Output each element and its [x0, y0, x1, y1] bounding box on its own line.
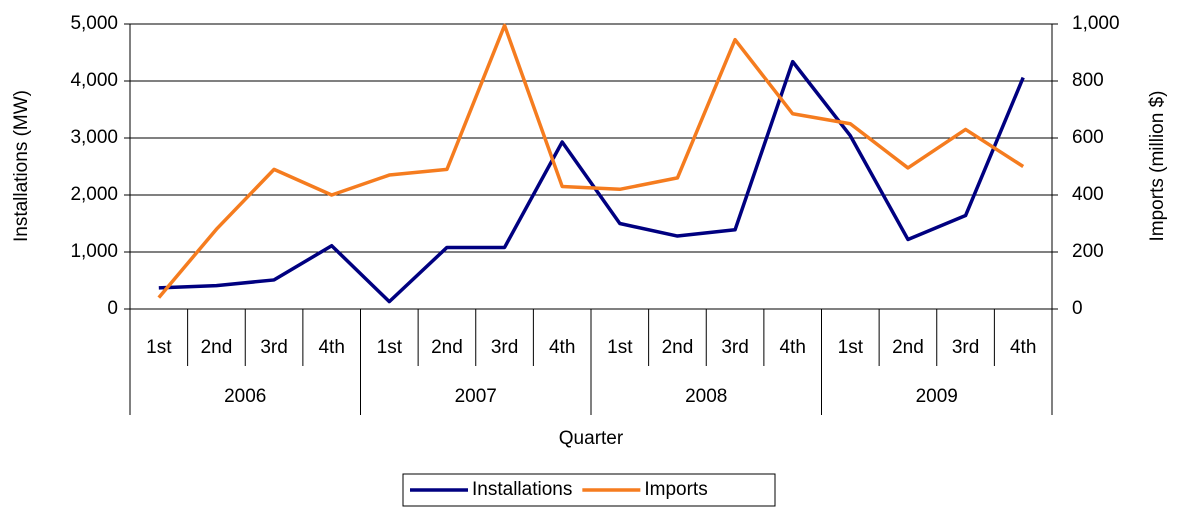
y-tick-label: 3,000 [70, 127, 118, 148]
x-tick-label: 2nd [892, 337, 924, 358]
x-group-label: 2006 [224, 386, 266, 407]
y2-tick-label: 800 [1072, 70, 1104, 91]
x-group-label: 2007 [455, 386, 497, 407]
y2-tick-label: 0 [1072, 298, 1083, 319]
legend-label: Installations [472, 479, 572, 500]
y-tick-label: 5,000 [70, 13, 118, 34]
x-tick-label: 1st [146, 337, 172, 358]
x-tick-label: 4th [549, 337, 575, 358]
x-tick-label: 4th [1010, 337, 1036, 358]
x-tick-label: 3rd [721, 337, 748, 358]
x-tick-label: 3rd [491, 337, 518, 358]
x-tick-label: 2nd [201, 337, 233, 358]
line-series [157, 23, 1025, 299]
line-series [158, 59, 1025, 304]
y-tick-label: 2,000 [70, 184, 118, 205]
y2-tick-label: 200 [1072, 241, 1104, 262]
x-tick-label: 1st [377, 337, 403, 358]
y-tick-label: 4,000 [70, 70, 118, 91]
y2-tick-label: 600 [1072, 127, 1104, 148]
x-tick-label: 2nd [431, 337, 463, 358]
y-tick-label: 0 [107, 298, 118, 319]
y2-axis-label: Imports (million $) [1147, 91, 1168, 242]
x-tick-label: 1st [607, 337, 633, 358]
y-axis-label: Installations (MW) [11, 90, 32, 242]
x-tick-label: 4th [318, 337, 344, 358]
legend: Installations Imports [402, 473, 776, 507]
x-tick-label: 1st [838, 337, 864, 358]
y2-tick-label: 1,000 [1072, 13, 1120, 34]
y-tick-label: 1,000 [70, 241, 118, 262]
y2-tick-label: 400 [1072, 184, 1104, 205]
legend-label: Imports [644, 479, 707, 500]
x-axis-label: Quarter [559, 428, 624, 449]
x-tick-label: 3rd [952, 337, 979, 358]
x-group-label: 2009 [916, 386, 958, 407]
x-tick-label: 2nd [662, 337, 694, 358]
x-tick-label: 3rd [260, 337, 287, 358]
x-tick-label: 4th [779, 337, 805, 358]
x-group-label: 2008 [685, 386, 727, 407]
